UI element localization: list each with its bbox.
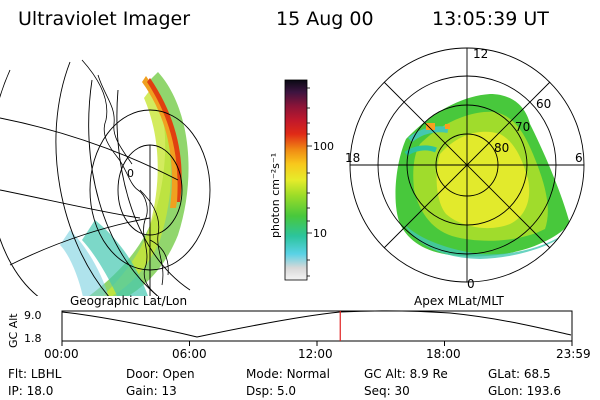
info-gc-alt: GC Alt: 8.9 Re (364, 367, 448, 381)
info-mode: Mode: Normal (246, 367, 330, 381)
lat-label-70: 70 (515, 120, 530, 134)
right-panel-caption: Apex MLat/MLT (414, 294, 504, 308)
mlt-label-12: 12 (473, 47, 488, 61)
time-label: 13:05:39 UT (432, 8, 549, 30)
info-flt: Flt: LBHL (8, 367, 62, 381)
lat-label-80: 80 (494, 141, 509, 155)
info-glat: GLat: 68.5 (488, 367, 551, 381)
altitude-xtick-0600: 06:00 (172, 347, 207, 361)
lat-label-60: 60 (536, 97, 551, 111)
mlt-label-0: 0 (467, 277, 475, 291)
altitude-xtick-1200: 12:00 (298, 347, 333, 361)
mlt-label-6: 6 (575, 151, 583, 165)
info-dsp: Dsp: 5.0 (246, 384, 297, 398)
altitude-ytick-min: 1.8 (24, 332, 42, 345)
altitude-xtick-1800: 18:00 (426, 347, 461, 361)
map-zero-label: 0 (127, 167, 134, 180)
geographic-map: 0 (0, 59, 211, 296)
altitude-xtick-2359: 23:59 (556, 347, 591, 361)
polar-plot: 12 18 6 0 60 70 80 (345, 47, 585, 291)
instrument-title: Ultraviolet Imager (18, 8, 191, 30)
altitude-ytick-max: 9.0 (24, 309, 42, 322)
altitude-xtick-0000: 00:00 (44, 347, 79, 361)
colorbar-tick-10: 10 (313, 227, 327, 240)
mlt-label-18: 18 (345, 151, 360, 165)
altitude-plot-frame (61, 310, 573, 342)
info-seq: Seq: 30 (364, 384, 410, 398)
colorbar: 100 10 photon cm⁻²s⁻¹ (269, 79, 334, 281)
colorbar-gradient (284, 79, 308, 281)
altitude-curve (61, 310, 572, 338)
altitude-ylabel: GC Alt (7, 313, 20, 348)
info-ip: IP: 18.0 (8, 384, 54, 398)
info-gain: Gain: 13 (126, 384, 177, 398)
info-door: Door: Open (126, 367, 195, 381)
altitude-plot: GC Alt 9.0 1.8 00:00 06:00 12:00 18:00 2… (7, 309, 591, 361)
date-label: 15 Aug 00 (276, 8, 374, 30)
colorbar-unit-label: photon cm⁻²s⁻¹ (269, 153, 282, 238)
colorbar-tick-100: 100 (313, 140, 334, 153)
left-panel-caption: Geographic Lat/Lon (70, 294, 188, 308)
info-glon: GLon: 193.6 (488, 384, 561, 398)
